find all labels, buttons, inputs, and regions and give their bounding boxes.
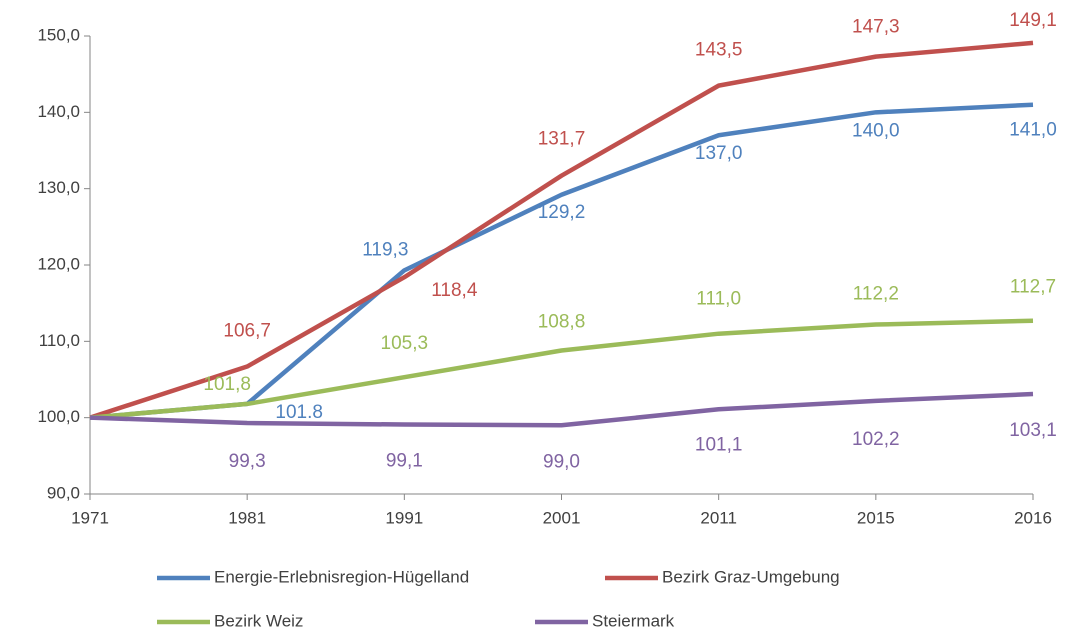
x-tick-label: 1971 [71, 508, 109, 527]
data-label: 108,8 [538, 312, 586, 333]
data-label: 101,8 [203, 374, 251, 395]
y-tick-label: 150,0 [37, 25, 80, 44]
x-tick-label: 2015 [857, 508, 895, 527]
data-label: 149,1 [1009, 10, 1057, 31]
data-label: 131,7 [538, 129, 586, 150]
y-tick-label: 140,0 [37, 102, 80, 121]
data-label: 103,1 [1009, 420, 1057, 441]
data-label: 137,0 [695, 143, 743, 164]
legend-label: Energie-Erlebnisregion-Hügelland [214, 567, 469, 586]
x-tick-label: 1981 [228, 508, 266, 527]
data-label: 102,2 [852, 429, 900, 450]
data-label: 112,7 [1010, 277, 1056, 298]
y-tick-label: 130,0 [37, 178, 80, 197]
x-tick-label: 2001 [543, 508, 581, 527]
data-label: 106,7 [223, 321, 271, 342]
data-label: 99,1 [386, 451, 423, 472]
x-tick-label: 1991 [385, 508, 423, 527]
data-label: 147,3 [852, 17, 900, 38]
data-label: 141,0 [1009, 120, 1057, 141]
x-tick-label: 2016 [1014, 508, 1052, 527]
y-tick-label: 90,0 [47, 483, 80, 502]
data-label: 140,0 [852, 120, 900, 141]
data-label: 101,1 [695, 434, 743, 455]
series-line [89, 40, 1034, 420]
data-label: 112,2 [853, 284, 899, 305]
y-tick-label: 100,0 [37, 407, 80, 426]
data-label: 99,3 [229, 451, 266, 472]
legend-label: Bezirk Graz-Umgebung [662, 567, 840, 586]
legend-label: Steiermark [592, 611, 675, 630]
x-tick-label: 2011 [700, 508, 737, 527]
data-label: 99,0 [543, 451, 580, 472]
y-tick-label: 110,0 [39, 331, 80, 350]
series-line [89, 391, 1034, 428]
data-label: 143,5 [695, 40, 743, 61]
legend-label: Bezirk Weiz [214, 611, 303, 630]
data-label: 105,3 [381, 333, 429, 354]
data-label: 101.8 [275, 402, 323, 423]
data-label: 118,4 [431, 280, 478, 301]
data-label: 111,0 [696, 289, 741, 310]
data-label: 129,2 [538, 202, 586, 223]
data-label: 119,3 [362, 239, 408, 260]
y-tick-label: 120,0 [37, 254, 80, 273]
series-line [89, 318, 1034, 420]
